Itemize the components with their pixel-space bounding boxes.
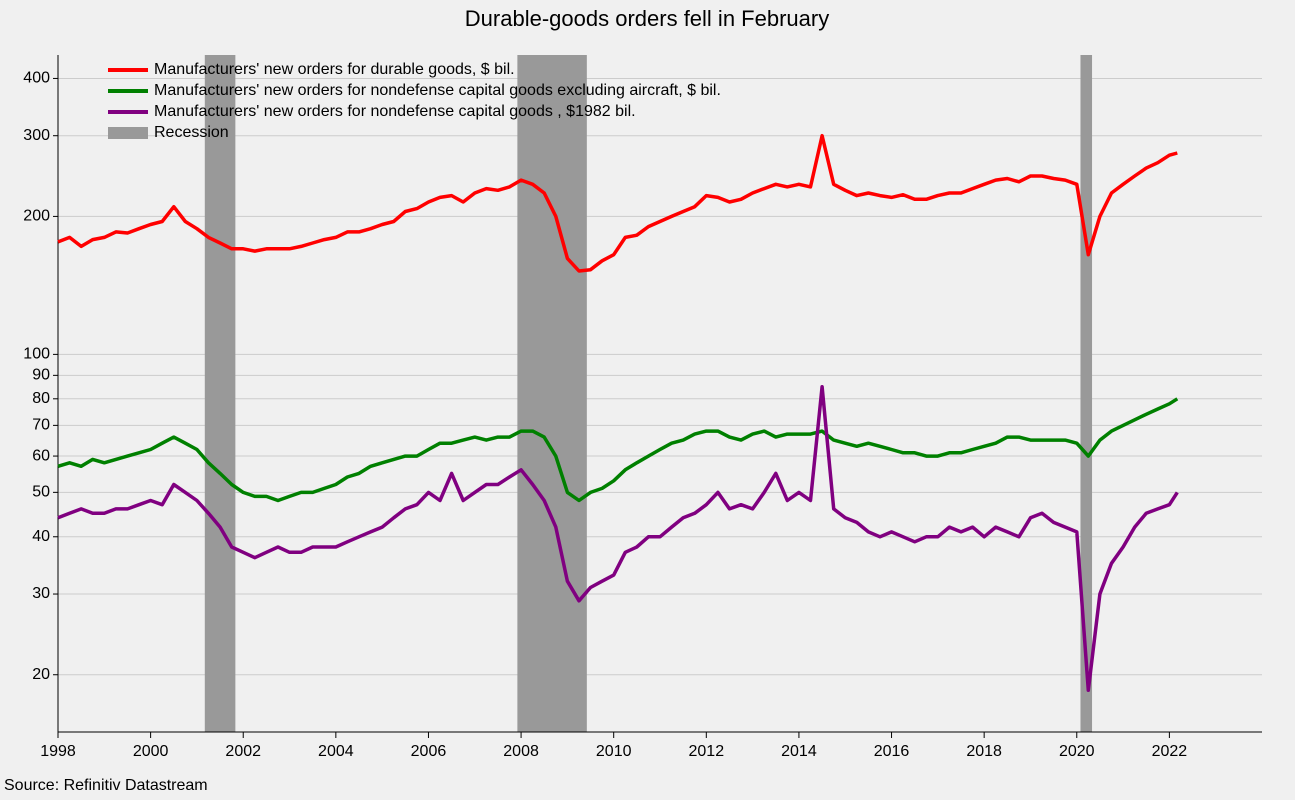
x-tick-label: 2008 <box>503 743 539 760</box>
recession-band <box>1080 55 1093 732</box>
y-tick-label: 20 <box>32 666 50 683</box>
x-tick-label: 2012 <box>689 743 725 760</box>
y-tick-label: 70 <box>32 417 50 434</box>
x-tick-label: 2018 <box>966 743 1002 760</box>
y-tick-label: 80 <box>32 390 50 407</box>
x-tick-label: 2004 <box>318 743 354 760</box>
x-tick-label: 2020 <box>1059 743 1095 760</box>
legend-swatch <box>108 127 148 139</box>
series-line <box>57 397 1179 503</box>
x-tick-label: 2002 <box>225 743 261 760</box>
y-tick-label: 60 <box>32 447 50 464</box>
x-tick-label: 2014 <box>781 743 817 760</box>
source-note: Source: Refinitiv Datastream <box>4 777 208 794</box>
legend-label: Recession <box>154 124 229 141</box>
y-tick-label: 40 <box>32 528 50 545</box>
x-tick-label: 1998 <box>40 743 76 760</box>
legend-label: Manufacturers' new orders for nondefense… <box>154 82 721 99</box>
x-tick-label: 2022 <box>1152 743 1188 760</box>
legend-label: Manufacturers' new orders for durable go… <box>154 61 515 78</box>
y-tick-label: 90 <box>32 367 50 384</box>
y-tick-label: 400 <box>23 70 50 87</box>
legend-label: Manufacturers' new orders for nondefense… <box>154 103 636 120</box>
x-tick-label: 2010 <box>596 743 632 760</box>
y-tick-label: 300 <box>23 127 50 144</box>
series-line <box>57 384 1179 693</box>
chart-title: Durable-goods orders fell in February <box>465 6 829 31</box>
y-tick-label: 30 <box>32 585 50 602</box>
x-tick-label: 2016 <box>874 743 910 760</box>
x-tick-label: 2006 <box>411 743 447 760</box>
y-tick-label: 50 <box>32 484 50 501</box>
series-line <box>57 133 1178 273</box>
recession-band <box>517 55 587 732</box>
recession-band <box>204 55 236 732</box>
y-tick-label: 100 <box>23 346 50 363</box>
y-tick-label: 200 <box>23 208 50 225</box>
x-tick-label: 2000 <box>133 743 169 760</box>
